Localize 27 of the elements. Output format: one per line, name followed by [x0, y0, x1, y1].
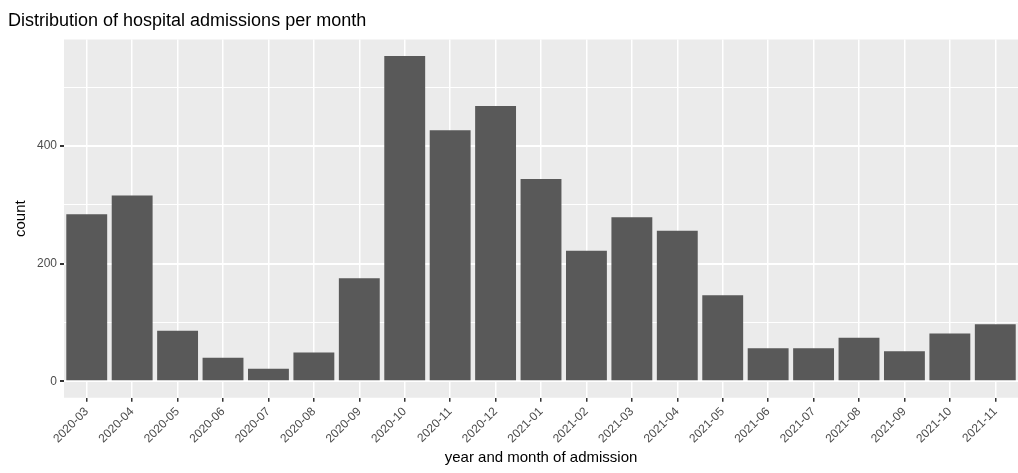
bar — [338, 278, 380, 381]
bar — [611, 217, 653, 381]
bar — [384, 56, 426, 381]
bar — [566, 250, 607, 381]
bar — [202, 357, 244, 381]
bar — [520, 178, 562, 381]
bar — [656, 230, 698, 381]
bar — [248, 368, 289, 381]
bar — [702, 295, 744, 381]
y-axis-title: count — [11, 199, 29, 237]
y-tick-label: 200 — [36, 255, 58, 270]
bar — [475, 106, 517, 381]
bar — [929, 333, 971, 381]
bar — [111, 195, 153, 381]
bar — [747, 348, 789, 381]
bar — [429, 130, 471, 381]
y-tick-label: 400 — [36, 138, 58, 153]
y-tick-label: 0 — [50, 373, 58, 388]
bar — [66, 214, 108, 381]
bar — [883, 351, 925, 381]
bar — [293, 352, 335, 381]
chart-title: Distribution of hospital admissions per month — [8, 9, 367, 30]
bar — [838, 337, 880, 381]
x-axis-title: year and month of admission — [444, 448, 638, 466]
bar — [793, 348, 835, 381]
bar — [157, 330, 199, 381]
bar — [974, 324, 1016, 381]
